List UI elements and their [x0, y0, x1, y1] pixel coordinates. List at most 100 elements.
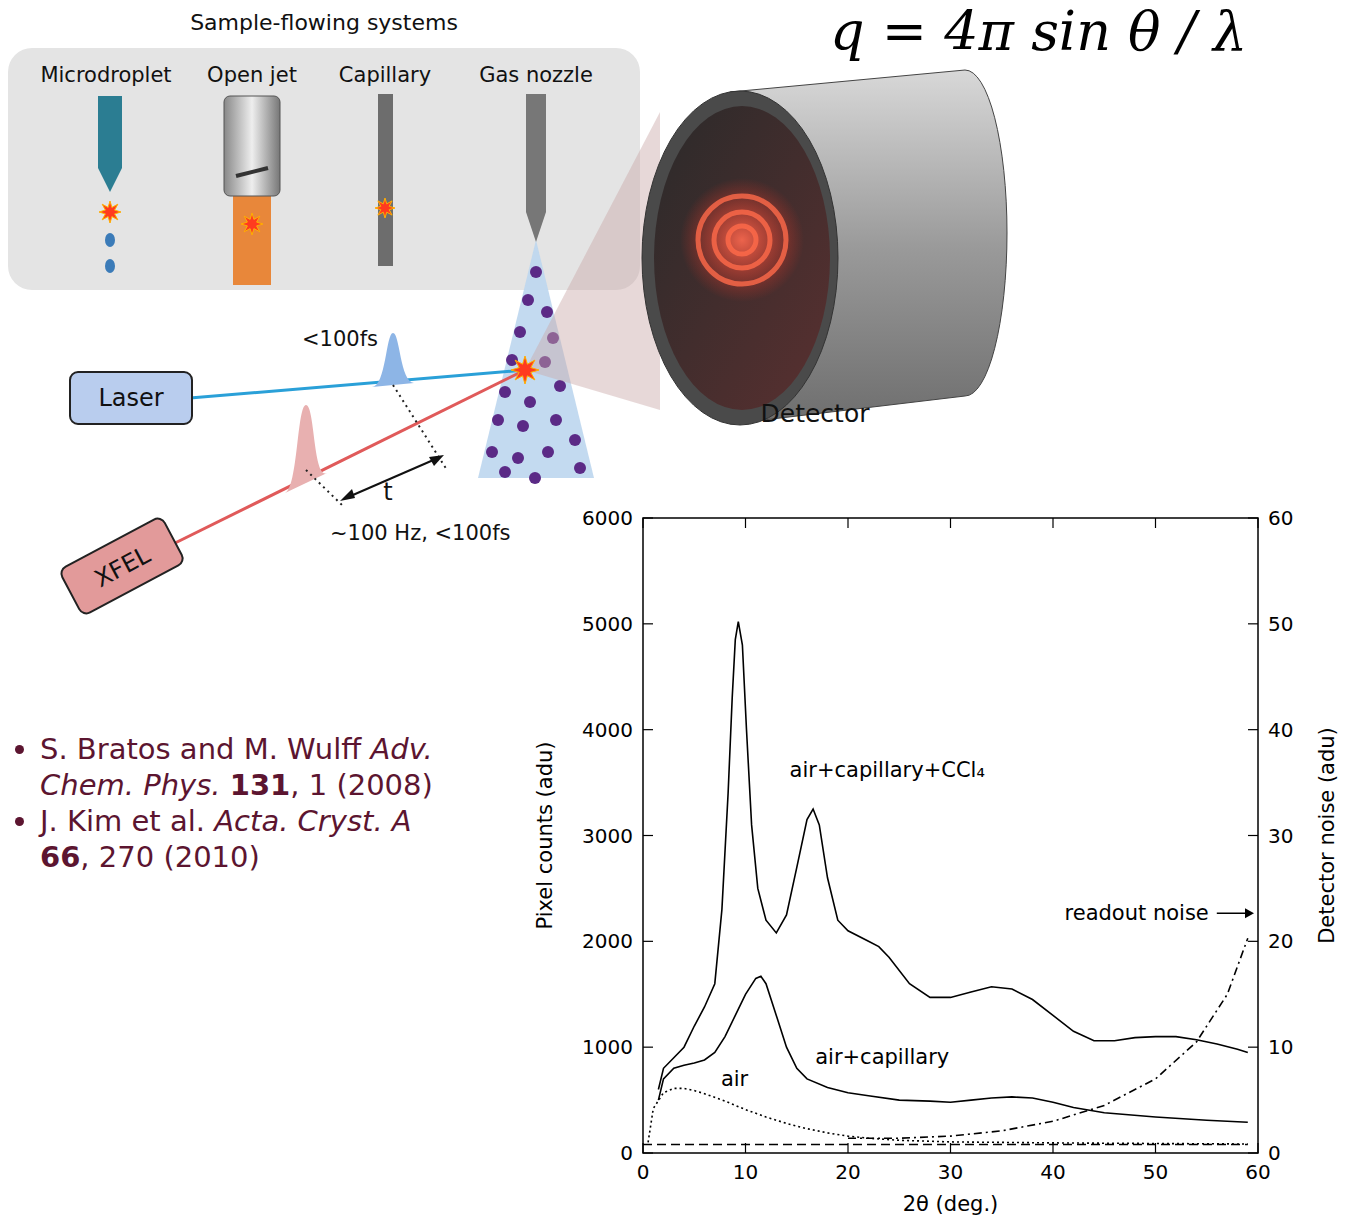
gas-molecule	[574, 462, 586, 474]
sample-label: Microdroplet	[40, 63, 171, 87]
y-tick	[643, 1047, 653, 1048]
y-tick-label: 3000	[582, 824, 633, 848]
x-tick-label: 10	[733, 1160, 758, 1184]
burst	[375, 198, 395, 218]
reference-volume: 131	[230, 768, 291, 802]
laser-pulse	[372, 333, 414, 387]
x-tick-label: 0	[637, 1160, 650, 1184]
y2-tick	[1248, 729, 1258, 730]
x-tick-label: 50	[1143, 1160, 1168, 1184]
y2-tick-label: 40	[1268, 718, 1293, 742]
gas-molecule	[486, 446, 498, 458]
xfel-beam	[165, 370, 525, 548]
gas-molecule	[499, 386, 511, 398]
sample-panel	[8, 48, 640, 290]
y2-tick-label: 10	[1268, 1035, 1293, 1059]
x-tick-label: 40	[1040, 1160, 1065, 1184]
gas-molecule	[506, 354, 518, 366]
reference: J. Kim et al. Acta. Cryst. A 66, 270 (20…	[40, 804, 440, 876]
laser-pulse-label: <100fs	[302, 327, 378, 351]
gas-molecule	[569, 434, 581, 446]
y2-tick	[1248, 835, 1258, 836]
y2-tick-label: 30	[1268, 824, 1293, 848]
detector-label: Detector	[761, 399, 871, 428]
jet-stream	[233, 190, 271, 285]
burst	[511, 356, 539, 384]
x-tick-top	[950, 518, 951, 528]
y2-tick-label: 50	[1268, 612, 1293, 636]
series-label: air+capillary+CCl₄	[790, 758, 985, 782]
detector-face	[654, 106, 830, 410]
sample-label: Capillary	[339, 63, 431, 87]
reference-pages: 270	[99, 840, 154, 874]
delay-guide	[393, 385, 447, 470]
xfel-pulse-label: ~100 Hz, <100fs	[330, 521, 511, 545]
y2-tick	[1248, 1047, 1258, 1048]
sample-label: Open jet	[207, 63, 297, 87]
plot-lines	[643, 622, 1248, 1145]
y-tick-label: 6000	[582, 506, 633, 530]
diffraction-ring	[714, 212, 770, 268]
y-tick	[643, 729, 653, 730]
delay-guide	[306, 470, 342, 505]
y2-tick-label: 20	[1268, 929, 1293, 953]
gas-molecule	[499, 466, 511, 478]
series-label: readout noise	[1065, 901, 1209, 925]
series-line	[848, 938, 1248, 1138]
laser-box	[70, 372, 192, 424]
reference-authors: J. Kim et al.	[40, 804, 205, 838]
xfel-box	[59, 516, 186, 616]
x-tick-label: 20	[835, 1160, 860, 1184]
arrow-head	[429, 455, 444, 466]
jet-nozzle	[224, 96, 280, 196]
y-tick	[643, 835, 653, 836]
y-tick-label: 0	[620, 1141, 633, 1165]
gas-molecule	[517, 420, 529, 432]
x-tick-label: 60	[1245, 1160, 1270, 1184]
series-label: air	[721, 1067, 749, 1091]
x-tick	[950, 1143, 951, 1153]
xfel-pulse	[285, 405, 327, 493]
y-tick	[643, 623, 653, 624]
gas-molecule	[554, 380, 566, 392]
reference-volume: 66	[40, 840, 80, 874]
diffraction-glow	[680, 178, 804, 302]
reference-pages: 1	[309, 768, 327, 802]
reference: S. Bratos and M. Wulff Adv. Chem. Phys. …	[40, 732, 440, 804]
x-tick-top	[745, 518, 746, 528]
arrow-head	[340, 489, 355, 501]
burst	[241, 213, 263, 235]
gas-molecule	[550, 414, 562, 426]
diffraction-ring	[698, 196, 786, 284]
gas-molecule	[530, 266, 542, 278]
series-line	[658, 622, 1247, 1090]
detector-rim	[642, 91, 838, 425]
x-tick-top	[1155, 518, 1156, 528]
jet-slit	[236, 168, 268, 176]
page: q = 4π sin θ / λSample-flowing systemsMi…	[0, 0, 1350, 1224]
reference-year: (2010)	[163, 840, 259, 874]
y-tick	[643, 941, 653, 942]
x-tick-top	[847, 518, 848, 528]
diffraction-ring	[728, 226, 756, 254]
references: S. Bratos and M. Wulff Adv. Chem. Phys. …	[14, 732, 440, 876]
arrow-head	[1245, 908, 1254, 918]
reference-journal: Acta. Cryst. A	[214, 804, 411, 838]
x-tick-top	[1052, 518, 1053, 528]
scatter-cone	[525, 112, 660, 410]
gas-molecule	[512, 452, 524, 464]
series-label: air+capillary	[815, 1045, 949, 1069]
gas-molecule	[514, 326, 526, 338]
delay-label: t	[383, 478, 392, 506]
microdroplet-nozzle	[98, 96, 122, 192]
gas-molecule	[541, 306, 553, 318]
y-axis-title: Pixel counts (adu)	[533, 741, 557, 929]
gas-nozzle	[526, 94, 546, 242]
y2-tick-label: 60	[1268, 506, 1293, 530]
formula: q = 4π sin θ / λ	[830, 0, 1247, 63]
gas-molecule	[492, 414, 504, 426]
droplet	[105, 259, 115, 273]
series-line	[658, 976, 1247, 1122]
y-tick-label: 1000	[582, 1035, 633, 1059]
plot-frame	[643, 518, 1258, 1153]
